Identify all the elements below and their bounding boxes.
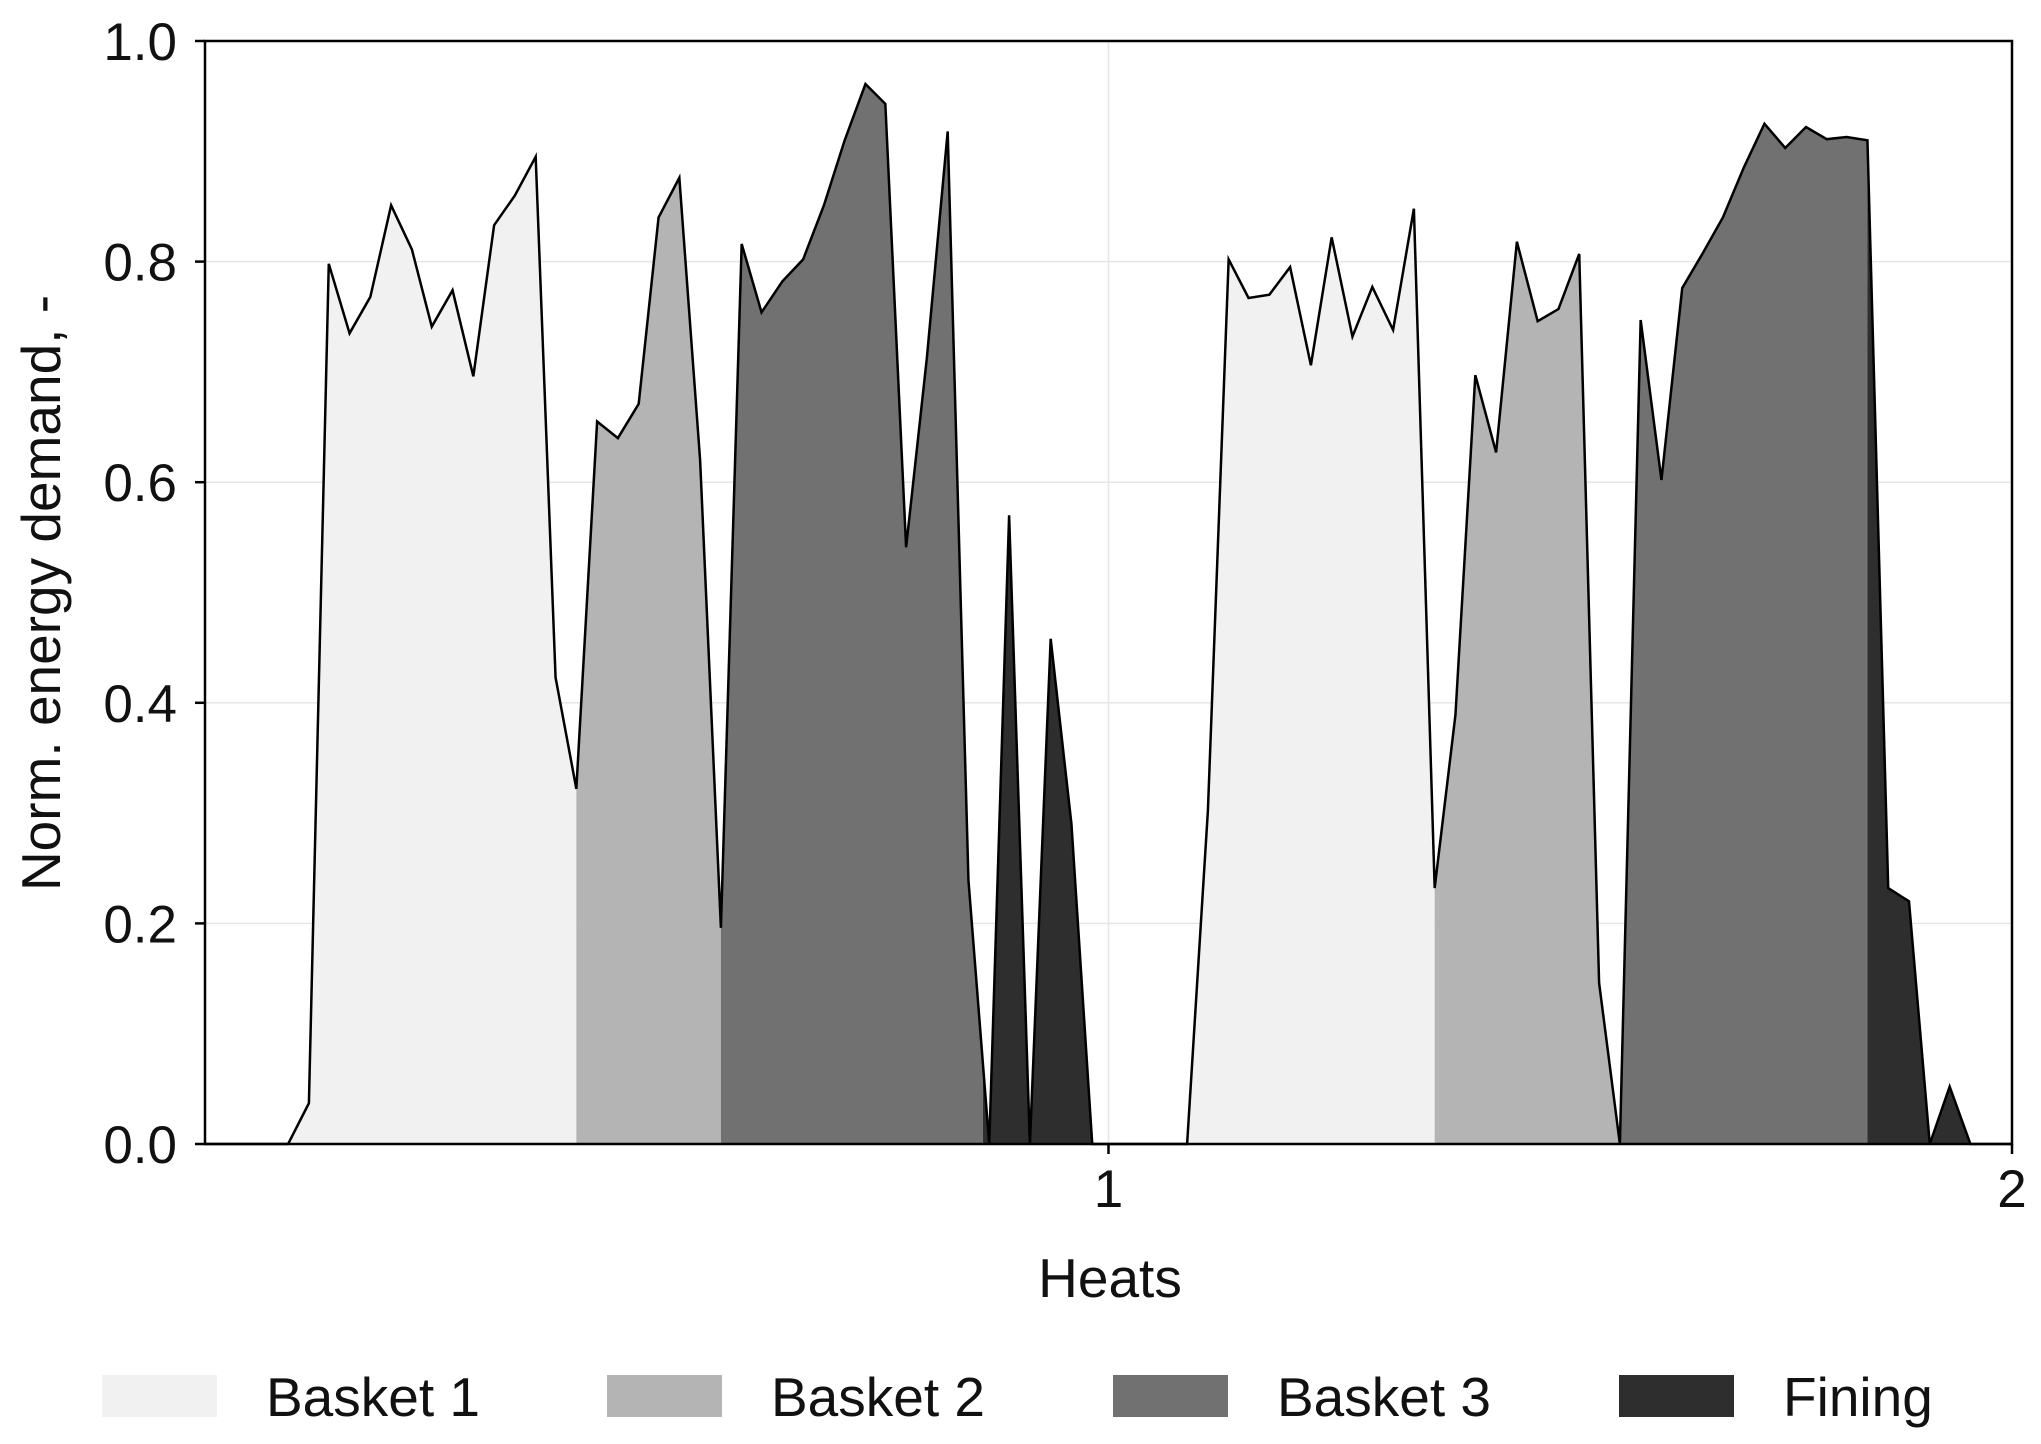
y-tick-label-1: 0.2 xyxy=(103,895,177,954)
legend-label-fining: Fining xyxy=(1783,1366,1933,1428)
legend: Basket 1 Basket 2 Basket 3 Fining xyxy=(102,1366,1933,1428)
area-segment-basket-3-2 xyxy=(720,84,983,1145)
legend-swatch-basket-1 xyxy=(102,1375,217,1417)
y-tick-label-4: 0.8 xyxy=(103,234,177,293)
area-segment-basket-2-1 xyxy=(576,177,721,1145)
legend-swatch-fining xyxy=(1619,1375,1734,1417)
area-fills xyxy=(205,84,2012,1145)
area-segment-basket-1-0 xyxy=(205,156,577,1144)
x-axis-label: Heats xyxy=(1038,1247,1182,1309)
area-segment-basket-1-4 xyxy=(1153,208,1435,1144)
legend-swatch-basket-2 xyxy=(607,1375,722,1417)
x-tick-label-0: 1 xyxy=(1094,1160,1123,1219)
y-tick-label-2: 0.4 xyxy=(103,675,177,734)
x-tick-label-1: 2 xyxy=(1997,1160,2026,1219)
legend-swatch-basket-3 xyxy=(1113,1375,1228,1417)
area-segment-basket-3-6 xyxy=(1619,123,1868,1145)
area-segment-basket-2-5 xyxy=(1434,241,1620,1145)
y-tick-label-3: 0.6 xyxy=(103,454,177,513)
legend-label-basket-1: Basket 1 xyxy=(266,1366,480,1428)
y-axis-label: Norm. energy demand, - xyxy=(10,295,72,891)
area-segment-fining-7 xyxy=(1867,140,2012,1144)
area-segment-fining-3 xyxy=(982,515,1154,1144)
legend-label-basket-3: Basket 3 xyxy=(1277,1366,1491,1428)
legend-label-basket-2: Basket 2 xyxy=(771,1366,985,1428)
y-tick-label-0: 0.0 xyxy=(103,1116,177,1175)
y-axis: 0.0 0.2 0.4 0.6 0.8 1.0 xyxy=(103,13,205,1175)
y-tick-label-5: 1.0 xyxy=(103,13,177,72)
